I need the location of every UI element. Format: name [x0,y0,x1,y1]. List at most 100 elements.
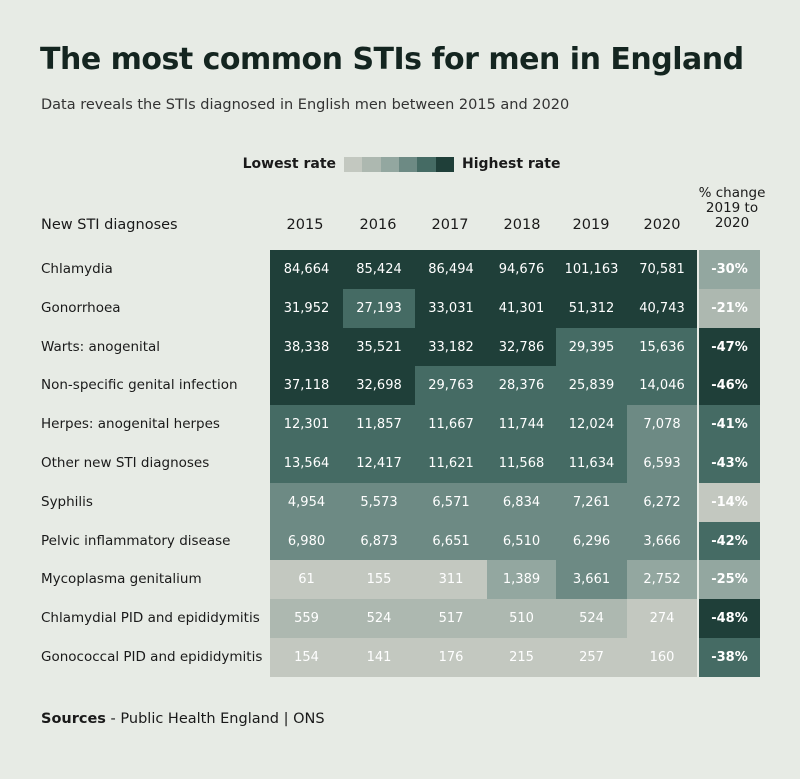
heatmap-cell: 274 [627,599,697,639]
legend-low-label: Lowest rate [242,156,336,172]
row-label: Pelvic inflammatory disease [41,532,231,549]
heatmap-cell: 311 [415,560,487,600]
year-column-header: 2018 [503,217,541,233]
heatmap-cell: 5,573 [343,482,415,523]
heatmap-cell: 84,664 [270,250,343,290]
heatmap-cell: 31,952 [270,288,343,329]
heatmap-cell: 6,651 [415,521,487,561]
heatmap-cell: 41,301 [487,288,556,329]
heatmap-cell: 33,031 [415,288,487,329]
row-label: Other new STI diagnoses [41,455,210,471]
sources-label: Sources [41,711,106,727]
percent-change-cell: -14% [699,482,760,523]
heatmap-cell: 51,312 [556,288,627,329]
heatmap-cell: 40,743 [627,288,697,329]
heatmap-cell: 11,568 [487,444,556,484]
heatmap-cell: 6,834 [487,482,556,523]
year-column-header: 2019 [572,217,610,233]
heatmap-cell: 6,296 [556,521,627,561]
chart-title: The most common STIs for men in England [40,42,744,77]
legend-swatch [398,157,418,172]
heatmap-cell: 32,698 [343,366,415,406]
legend-color-scale [344,157,454,172]
heatmap-cell: 86,494 [415,250,487,290]
heatmap-cell: 6,873 [343,521,415,561]
heatmap-cell: 11,621 [415,444,487,484]
heatmap-cell: 7,261 [556,482,627,523]
sources-text: - Public Health England | ONS [105,711,325,727]
heatmap-cell: 154 [270,638,343,678]
heatmap-cell: 61 [270,560,343,600]
row-header: New STI diagnoses [41,217,178,233]
percent-change-cell: -38% [699,638,760,678]
heatmap-cell: 510 [487,599,556,639]
heatmap-cell: 85,424 [343,250,415,290]
heatmap-cell: 12,301 [270,405,343,445]
heatmap-cell: 1,389 [487,560,556,600]
heatmap-cell: 6,593 [627,444,697,484]
legend-swatch [362,157,381,172]
heatmap-cell: 524 [556,599,627,639]
heatmap-cell: 3,666 [627,521,697,561]
percent-change-cell: -47% [699,327,760,367]
heatmap-cell: 28,376 [487,366,556,406]
row-label: Gonorrhoea [41,299,121,316]
heatmap-cell: 4,954 [270,482,343,523]
percent-change-cell: -42% [699,521,760,561]
heatmap-cell: 14,046 [627,366,697,406]
legend-swatch [417,157,436,172]
row-label: Chlamydia [41,261,113,277]
heatmap-cell: 27,193 [343,288,415,329]
heatmap-cell: 257 [556,638,627,678]
chart-subtitle: Data reveals the STIs diagnosed in Engli… [41,97,570,113]
heatmap-cell: 32,786 [487,327,556,367]
year-column-header: 2015 [286,217,324,233]
percent-change-cell: -25% [699,560,760,600]
percent-change-cell: -48% [699,599,760,639]
heatmap-cell: 12,417 [343,444,415,484]
percent-change-cell: -43% [699,444,760,484]
heatmap-cell: 559 [270,599,343,639]
heatmap-cell: 7,078 [627,405,697,445]
percent-change-cell: -46% [699,366,760,406]
row-label: Warts: anogenital [41,338,161,355]
heatmap-cell: 25,839 [556,366,627,406]
year-column-header: 2020 [643,217,681,233]
heatmap-cell: 33,182 [415,327,487,367]
heatmap-cell: 176 [415,638,487,678]
heatmap-cell: 11,667 [415,405,487,445]
percent-change-cell: -41% [699,405,760,445]
heatmap-cell: 2,752 [627,560,697,600]
heatmap-cell: 101,163 [556,250,627,290]
row-label: Non-specific genital infection [41,377,238,394]
legend-high-label: Highest rate [462,156,561,172]
legend-swatch [380,157,399,172]
heatmap-cell: 94,676 [487,250,556,290]
heatmap-cell: 6,571 [415,482,487,523]
percent-change-cell: -21% [699,288,760,329]
heatmap-cell: 11,744 [487,405,556,445]
heatmap-cell: 160 [627,638,697,678]
heatmap-cell: 70,581 [627,250,697,290]
heatmap-cell: 3,661 [556,560,627,600]
sources-note: Sources - Public Health England | ONS [41,711,325,727]
heatmap-cell: 29,763 [415,366,487,406]
heatmap-cell: 11,634 [556,444,627,484]
heatmap-cell: 11,857 [343,405,415,445]
heatmap-cell: 37,118 [270,366,343,406]
heatmap-cell: 13,564 [270,444,343,484]
row-label: Gonococcal PID and epididymitis [41,649,263,665]
heatmap-cell: 15,636 [627,327,697,367]
row-label: Herpes: anogenital herpes [41,416,220,433]
heatmap-cell: 141 [343,638,415,678]
heatmap-cell: 524 [343,599,415,639]
heatmap-cell: 29,395 [556,327,627,367]
year-column-header: 2016 [359,217,397,233]
heatmap-cell: 12,024 [556,405,627,445]
change-column-header: % change 2019 to 2020 [698,185,766,231]
year-column-header: 2017 [431,217,469,233]
heatmap-cell: 215 [487,638,556,678]
row-label: Mycoplasma genitalium [41,571,202,588]
heatmap-cell: 6,272 [627,482,697,523]
